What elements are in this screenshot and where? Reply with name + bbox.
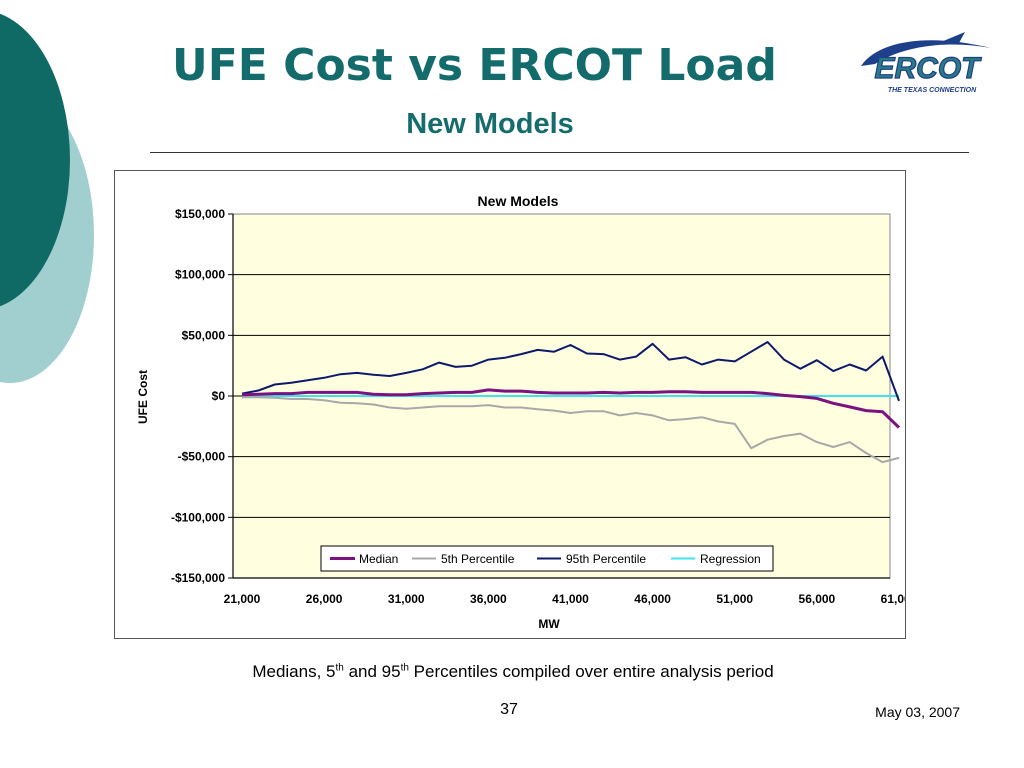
page-subtitle: New Models (406, 108, 574, 140)
ercot-logo: ERCOT THE TEXAS CONNECTION (861, 32, 991, 94)
series-line-95th-percentile (241, 341, 900, 402)
x-tick-label: 51,000 (716, 592, 753, 606)
y-tick-label: -$150,000 (171, 571, 225, 585)
logo-swoosh (861, 40, 991, 66)
decorative-circle-light (0, 87, 94, 383)
x-tick-label: 26,000 (306, 592, 343, 606)
title-divider (150, 152, 969, 153)
x-tick-label: 21,000 (224, 592, 261, 606)
chart-legend: Median 5th Percentile 95th Percentile Re… (320, 545, 774, 572)
y-tick-label: -$100,000 (171, 510, 225, 524)
gridlines (233, 274, 890, 518)
x-tick-label: 61,000 (881, 592, 905, 606)
page-number: 37 (500, 701, 518, 718)
legend-label-median: Median (359, 552, 398, 566)
legend-label-regression: Regression (700, 552, 761, 566)
logo-swoosh-accent (941, 32, 965, 43)
line-chart: $150,000 $100,000 $50,000 $0 -$50,000 -$100,0… (136, 193, 905, 631)
chart-container: $150,000 $100,000 $50,000 $0 -$50,000 -$100,0… (114, 170, 906, 639)
x-tick-label: 31,000 (388, 592, 425, 606)
y-tick-label: $150,000 (175, 207, 225, 221)
chart-title: New Models (478, 193, 559, 209)
y-axis-label: UFE Cost (136, 370, 150, 424)
logo-text: ERCOT (875, 52, 983, 85)
chart-caption: Medians, 5th and 95th Percentiles compil… (150, 662, 876, 682)
series-lines (241, 341, 901, 464)
y-tick-label: $50,000 (182, 328, 226, 342)
caption-part: Medians, 5 (252, 662, 336, 681)
x-axis-label: MW (538, 617, 560, 631)
legend-label-95th: 95th Percentile (566, 552, 646, 566)
x-tick-label: 56,000 (799, 592, 836, 606)
caption-part: and 95 (343, 662, 401, 681)
series-line-median (241, 388, 901, 429)
x-tick-label: 46,000 (634, 592, 671, 606)
caption-superscript: th (400, 662, 409, 674)
x-tick-label: 36,000 (470, 592, 507, 606)
caption-part: Percentiles compiled over entire analysi… (408, 662, 774, 681)
caption-superscript: th (335, 662, 344, 674)
y-tick-label: -$50,000 (178, 450, 226, 464)
x-tick-label: 41,000 (552, 592, 589, 606)
axes: $150,000 $100,000 $50,000 $0 -$50,000 -$100,0… (171, 207, 905, 606)
page-title: UFE Cost vs ERCOT Load (172, 40, 777, 91)
slide-date: May 03, 2007 (875, 704, 960, 720)
series-line-5th-percentile (242, 396, 900, 464)
y-tick-label: $100,000 (175, 268, 225, 282)
y-tick-label: $0 (212, 389, 226, 403)
logo-tagline: THE TEXAS CONNECTION (888, 87, 977, 94)
legend-label-5th: 5th Percentile (441, 552, 515, 566)
decorative-circles (0, 13, 94, 383)
decorative-circle-dark (0, 13, 70, 307)
